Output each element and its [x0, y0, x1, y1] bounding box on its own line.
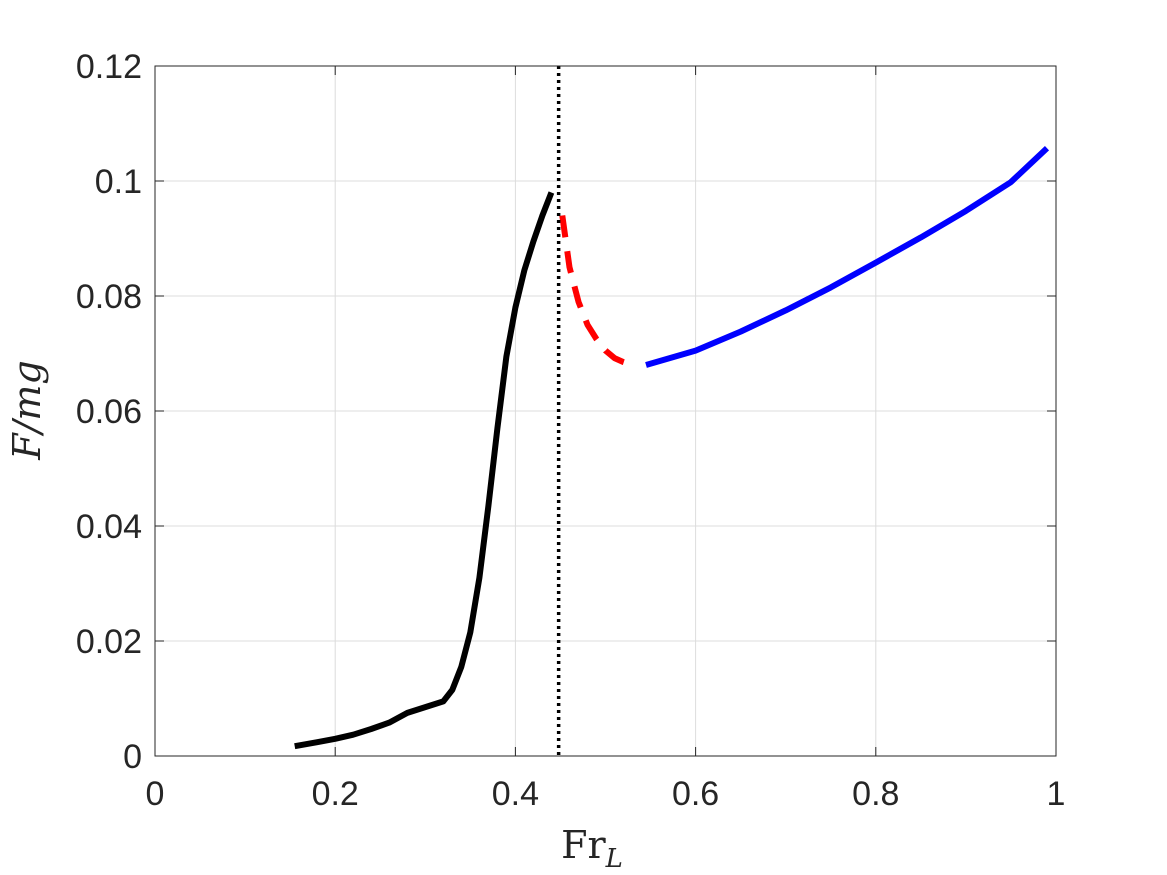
series-line-1 — [294, 191, 555, 750]
tick-labels: 0 0.2 0.4 0.6 0.8 1 0 0.02 0.04 0.06 0.08 0.1 0.12 — [76, 48, 1066, 813]
y-tick-label: 0.1 — [95, 163, 142, 201]
y-axis-label: F/mg — [5, 360, 49, 461]
x-tick-label: 0.8 — [852, 775, 899, 813]
x-tick-label: 0.2 — [312, 775, 359, 813]
series-layer — [294, 66, 1050, 756]
y-tick-label: 0 — [123, 738, 142, 776]
series-line-3 — [645, 146, 1050, 368]
y-tick-label: 0.12 — [76, 48, 142, 86]
y-tick-label: 0.08 — [76, 278, 142, 316]
y-tick-label: 0.04 — [76, 508, 142, 546]
ticks — [154, 65, 1057, 757]
series-line-2 — [559, 215, 634, 368]
x-tick-label: 1 — [1047, 775, 1066, 813]
x-tick-label: 0.6 — [672, 775, 719, 813]
x-axis-label: FrL — [561, 823, 623, 874]
y-tick-label: 0.02 — [76, 623, 142, 661]
y-tick-label: 0.06 — [76, 393, 142, 431]
x-tick-label: 0.4 — [492, 775, 539, 813]
x-tick-label: 0 — [146, 775, 165, 813]
